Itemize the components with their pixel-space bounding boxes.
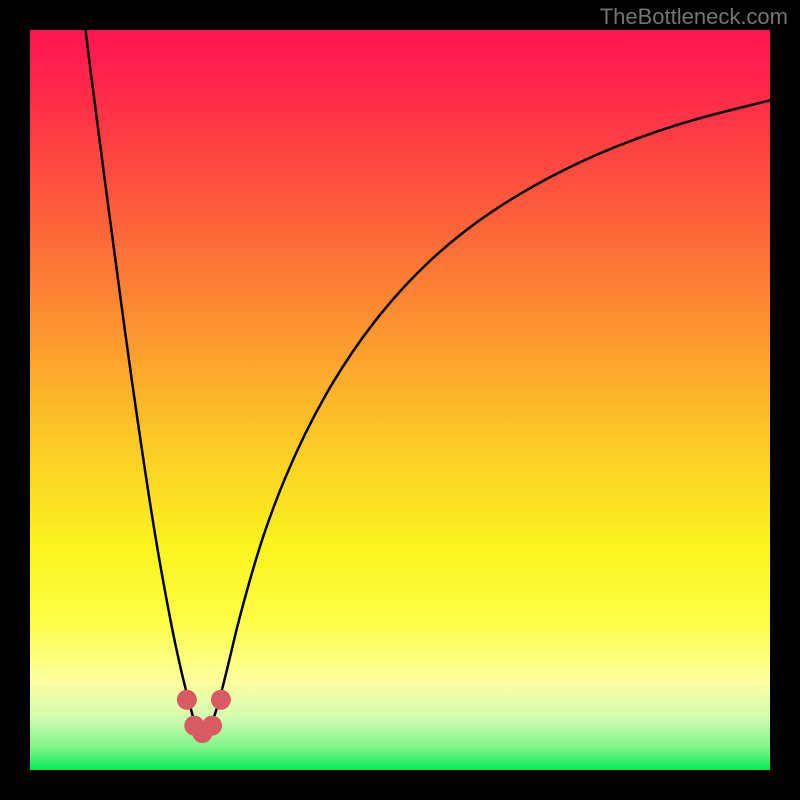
curve-marker — [211, 690, 231, 710]
chart-container: TheBottleneck.com — [0, 0, 800, 800]
plot-svg — [30, 30, 770, 770]
gradient-background — [30, 30, 770, 770]
curve-marker — [177, 690, 197, 710]
plot-area — [30, 30, 770, 770]
curve-marker — [202, 716, 222, 736]
watermark-text: TheBottleneck.com — [600, 4, 788, 30]
